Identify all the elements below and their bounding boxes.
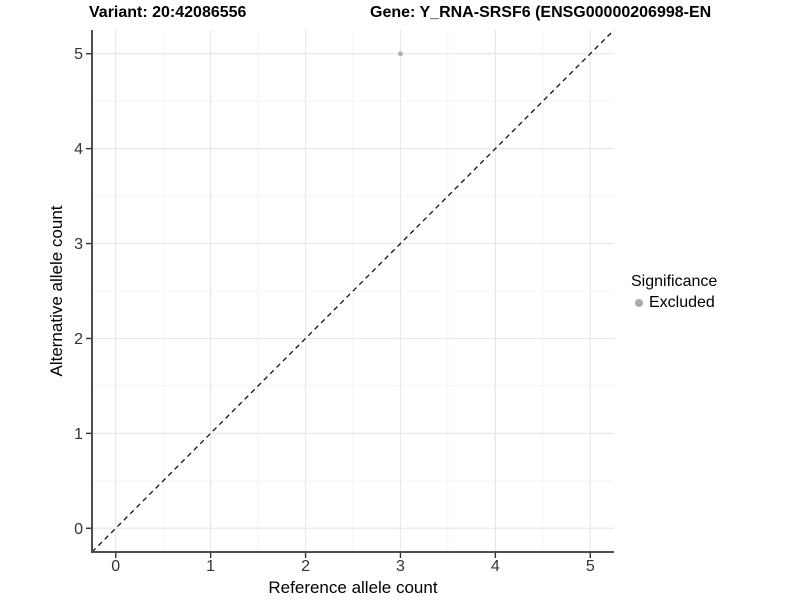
y-tick-label: 2 bbox=[74, 331, 83, 348]
x-tick-label: 5 bbox=[586, 558, 595, 575]
identity-line bbox=[91, 29, 615, 553]
excluded-point-icon bbox=[635, 299, 643, 307]
y-tick-label: 4 bbox=[74, 141, 83, 158]
legend: Significance Excluded bbox=[631, 272, 717, 313]
x-tick-label: 4 bbox=[491, 558, 500, 575]
y-tick-label: 3 bbox=[74, 236, 83, 253]
x-tick-label: 0 bbox=[111, 558, 120, 575]
x-tick-label: 3 bbox=[396, 558, 405, 575]
y-tick-label: 5 bbox=[74, 46, 83, 63]
plot-title-variant: Variant: 20:42086556 bbox=[89, 4, 247, 21]
legend-title: Significance bbox=[631, 273, 718, 290]
plot-title-gene: Gene: Y_RNA-SRSF6 (ENSG00000206998-EN bbox=[370, 4, 712, 21]
y-axis-title: Alternative allele count bbox=[47, 205, 66, 377]
y-tick-label: 0 bbox=[74, 521, 83, 538]
x-tick-label: 2 bbox=[301, 558, 310, 575]
x-tick-label: 1 bbox=[206, 558, 215, 575]
x-axis-title: Reference allele count bbox=[268, 578, 438, 597]
data-point bbox=[398, 51, 403, 57]
legend-item-excluded: Excluded bbox=[631, 293, 717, 313]
legend-item-label: Excluded bbox=[649, 294, 715, 311]
y-tick-label: 1 bbox=[74, 426, 83, 443]
